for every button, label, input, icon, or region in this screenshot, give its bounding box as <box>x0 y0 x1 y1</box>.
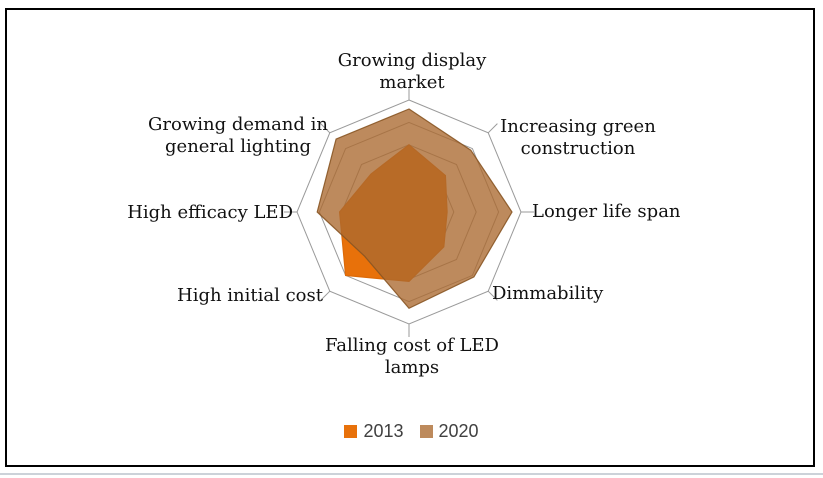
legend-item-2020: 2020 <box>419 421 479 442</box>
axis-leader-tick <box>320 123 331 134</box>
window-edge-divider <box>0 473 823 475</box>
axis-leader-tick <box>487 290 498 301</box>
axis-leader-tick <box>320 290 331 301</box>
legend-label-2020: 2020 <box>438 421 479 441</box>
chart-legend: 2013 2020 <box>0 421 823 442</box>
axis-label-longer-life-span: Longer life span <box>532 201 681 222</box>
axis-label-falling-cost-of-led-lamps: Falling cost of LED lamps <box>325 335 499 378</box>
legend-item-2013: 2013 <box>344 421 404 442</box>
legend-swatch-2013 <box>344 425 358 438</box>
axis-leader-tick <box>487 123 498 134</box>
axis-label-increasing-green-construction: Increasing green construction <box>500 116 656 159</box>
series-2020-polygon <box>316 108 513 310</box>
axis-label-high-initial-cost: High initial cost <box>177 285 323 306</box>
axis-label-dimmability: Dimmability <box>492 283 604 304</box>
axis-label-growing-display-market: Growing display market <box>337 50 487 93</box>
legend-swatch-2020 <box>419 425 433 438</box>
axis-label-high-efficacy-led: High efficacy LED <box>127 202 293 223</box>
axis-label-growing-demand-general-lighting: Growing demand in general lighting <box>148 114 328 157</box>
legend-label-2013: 2013 <box>363 421 404 441</box>
